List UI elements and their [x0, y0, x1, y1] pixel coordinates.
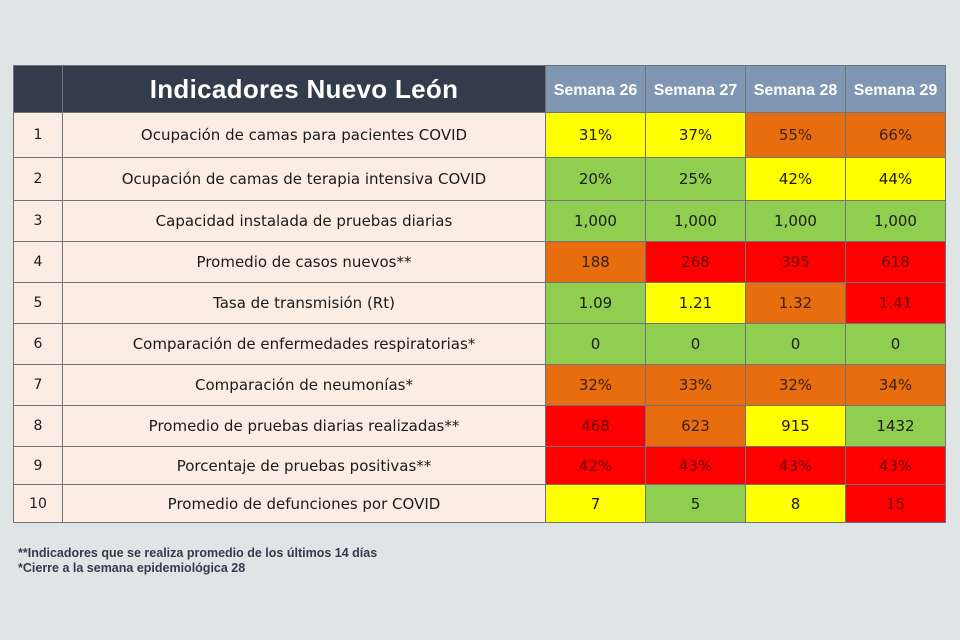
indicator-value: 66%	[845, 112, 946, 158]
indicator-value: 44%	[845, 157, 946, 201]
indicator-value: 43%	[745, 446, 846, 485]
indicator-value: 20%	[545, 157, 646, 201]
table-row: 4 Promedio de casos nuevos** 188 268 395 618	[13, 241, 946, 283]
week-header: Semana 29	[845, 65, 946, 113]
indicator-value: 55%	[745, 112, 846, 158]
row-number: 2	[13, 157, 63, 201]
week-header: Semana 28	[745, 65, 846, 113]
row-number: 1	[13, 112, 63, 158]
row-number: 9	[13, 446, 63, 485]
indicator-value: 32%	[545, 364, 646, 406]
indicator-value: 42%	[745, 157, 846, 201]
table-row: 7 Comparación de neumonías* 32% 33% 32% 34%	[13, 364, 946, 406]
table-row: 9 Porcentaje de pruebas positivas** 42% 43%…	[13, 446, 946, 485]
table-body: 1 Ocupación de camas para pacientes COVID…	[13, 112, 946, 523]
header-corner	[13, 65, 63, 113]
footnote-single-asterisk: *Cierre a la semana epidemiológica 28	[18, 561, 246, 575]
indicator-value: 1,000	[845, 200, 946, 242]
indicator-value: 1.41	[845, 282, 946, 324]
indicator-name: Comparación de enfermedades respiratoria…	[62, 323, 546, 365]
indicator-name: Porcentaje de pruebas positivas**	[62, 446, 546, 485]
indicator-value: 43%	[845, 446, 946, 485]
indicator-value: 31%	[545, 112, 646, 158]
indicator-name: Capacidad instalada de pruebas diarias	[62, 200, 546, 242]
indicator-value: 1,000	[645, 200, 746, 242]
indicator-value: 268	[645, 241, 746, 283]
indicator-value: 1432	[845, 405, 946, 447]
indicator-name: Promedio de pruebas diarias realizadas**	[62, 405, 546, 447]
indicator-name: Ocupación de camas para pacientes COVID	[62, 112, 546, 158]
footnotes: **Indicadores que se realiza promedio de…	[18, 546, 377, 576]
indicator-value: 8	[745, 484, 846, 523]
row-number: 8	[13, 405, 63, 447]
indicator-value: 395	[745, 241, 846, 283]
indicator-name: Promedio de casos nuevos**	[62, 241, 546, 283]
row-number: 7	[13, 364, 63, 406]
indicator-name: Promedio de defunciones por COVID	[62, 484, 546, 523]
indicator-name: Tasa de transmisión (Rt)	[62, 282, 546, 324]
table-row: 3 Capacidad instalada de pruebas diarias 1…	[13, 200, 946, 242]
table-row: 2 Ocupación de camas de terapia intensiva…	[13, 157, 946, 201]
indicator-value: 15	[845, 484, 946, 523]
indicator-value: 468	[545, 405, 646, 447]
indicator-value: 37%	[645, 112, 746, 158]
indicator-value: 33%	[645, 364, 746, 406]
row-number: 5	[13, 282, 63, 324]
row-number: 3	[13, 200, 63, 242]
row-number: 10	[13, 484, 63, 523]
indicators-table: Indicadores Nuevo León Semana 26 Semana …	[13, 65, 946, 523]
indicator-value: 1.09	[545, 282, 646, 324]
indicator-value: 915	[745, 405, 846, 447]
indicator-value: 0	[645, 323, 746, 365]
indicator-value: 0	[545, 323, 646, 365]
indicator-value: 1.32	[745, 282, 846, 324]
row-number: 6	[13, 323, 63, 365]
footnote-double-asterisk: **Indicadores que se realiza promedio de…	[18, 546, 378, 560]
table-row: 10 Promedio de defunciones por COVID 7 5 8 15	[13, 484, 946, 523]
indicator-name: Comparación de neumonías*	[62, 364, 546, 406]
indicator-value: 5	[645, 484, 746, 523]
table-title: Indicadores Nuevo León	[62, 65, 546, 113]
indicator-value: 623	[645, 405, 746, 447]
indicator-value: 7	[545, 484, 646, 523]
indicator-value: 188	[545, 241, 646, 283]
table-row: 6 Comparación de enfermedades respiratori…	[13, 323, 946, 365]
table-row: 8 Promedio de pruebas diarias realizadas*…	[13, 405, 946, 447]
week-header: Semana 26	[545, 65, 646, 113]
indicator-name: Ocupación de camas de terapia intensiva …	[62, 157, 546, 201]
indicator-value: 1,000	[745, 200, 846, 242]
indicator-value: 1,000	[545, 200, 646, 242]
indicator-value: 42%	[545, 446, 646, 485]
indicator-value: 32%	[745, 364, 846, 406]
table-row: 1 Ocupación de camas para pacientes COVID…	[13, 112, 946, 158]
indicator-value: 618	[845, 241, 946, 283]
indicator-value: 1.21	[645, 282, 746, 324]
indicator-value: 25%	[645, 157, 746, 201]
week-header: Semana 27	[645, 65, 746, 113]
header-row: Indicadores Nuevo León Semana 26 Semana …	[13, 65, 946, 113]
table-row: 5 Tasa de transmisión (Rt) 1.09 1.21 1.32 1.4…	[13, 282, 946, 324]
indicator-value: 43%	[645, 446, 746, 485]
row-number: 4	[13, 241, 63, 283]
indicator-value: 0	[745, 323, 846, 365]
indicator-value: 34%	[845, 364, 946, 406]
indicator-value: 0	[845, 323, 946, 365]
